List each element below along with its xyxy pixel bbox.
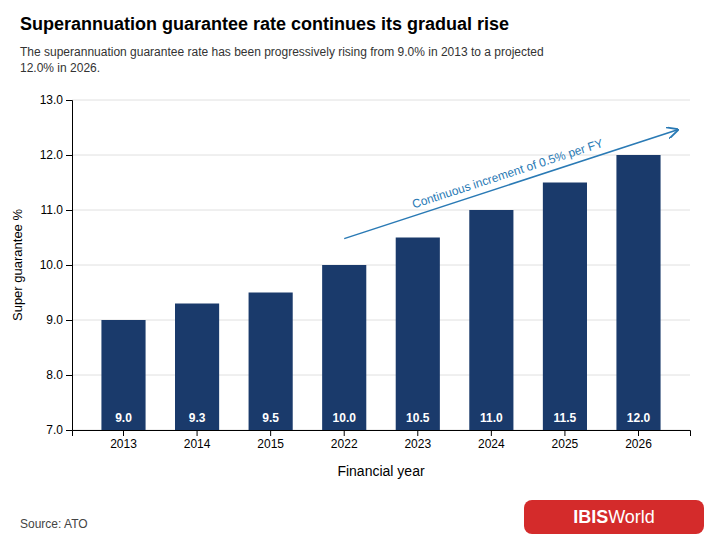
data-label: 11.5	[554, 411, 577, 425]
y-tick: 13.0	[40, 93, 72, 107]
x-tick-label: 2022	[331, 437, 358, 451]
y-tick: 8.0	[46, 368, 72, 382]
subtitle: The superannuation guarantee rate has be…	[20, 45, 544, 75]
x-tick: 2022	[331, 430, 358, 451]
x-tick-label: 2015	[257, 437, 284, 451]
x-axis-title: Financial year	[337, 463, 424, 479]
x-tick: 2015	[257, 430, 284, 451]
y-tick-mark	[66, 375, 72, 376]
y-tick-label: 9.0	[46, 313, 63, 327]
y-tick-label: 13.0	[40, 93, 64, 107]
title: Superannuation guarantee rate continues …	[20, 14, 509, 34]
logo: IBISWorld	[524, 500, 704, 534]
y-tick: 12.0	[40, 148, 72, 162]
data-label: 9.0	[115, 411, 132, 425]
logo-part: IBIS	[573, 507, 608, 527]
y-tick-mark	[66, 100, 72, 101]
bar	[249, 293, 293, 431]
grid	[72, 100, 690, 430]
y-tick: 9.0	[46, 313, 72, 327]
y-axis-title: Super guarantee %	[10, 209, 25, 321]
y-tick-label: 12.0	[40, 148, 64, 162]
bar	[396, 238, 440, 431]
x-tick: 2024	[478, 430, 505, 451]
x-tick-label: 2023	[404, 437, 431, 451]
x-tick-mark	[417, 430, 418, 436]
y-tick-mark	[66, 210, 72, 211]
y-axis-line	[66, 101, 73, 431]
y-tick-label: 10.0	[40, 258, 64, 272]
x-tick-mark	[491, 430, 492, 436]
bar	[175, 304, 219, 431]
y-tick-mark	[66, 320, 72, 321]
x-tick-mark	[197, 430, 198, 436]
bar	[543, 183, 587, 431]
y-tick-mark	[66, 430, 72, 431]
subtitle-line: 12.0% in 2026.	[20, 61, 100, 75]
y-tick-mark	[66, 155, 72, 156]
x-tick-label: 2026	[625, 437, 652, 451]
x-tick-mark	[344, 430, 345, 436]
y-tick-label: 11.0	[41, 203, 64, 217]
grid-line	[72, 375, 690, 376]
grid-line	[72, 100, 690, 101]
x-tick: 2026	[625, 430, 652, 451]
data-label: 10.0	[333, 411, 357, 425]
logo-part: World	[608, 507, 655, 527]
annotation-text: Continuous increment of 0.5% per FY	[410, 136, 605, 211]
x-tick-mark	[270, 430, 271, 436]
y-tick: 10.0	[40, 258, 72, 272]
bar	[322, 265, 366, 430]
x-tick: 2013	[110, 430, 137, 451]
annotation: Continuous increment of 0.5% per FY	[344, 130, 677, 239]
chart-svg: Superannuation guarantee rate continues …	[0, 0, 720, 542]
marks	[101, 155, 660, 430]
x-axis-line	[73, 431, 691, 437]
y-axis: 7.0 8.0 9.0 10.0 11.0 12.0 13.0	[40, 93, 73, 437]
grid-line	[72, 210, 690, 211]
x-tick-mark	[564, 430, 565, 436]
y-tick-label: 8.0	[46, 368, 63, 382]
y-tick: 11.0	[41, 203, 72, 217]
data-labels: 9.0 9.3 9.5 10.0 10.5 11.0 11.5 12.0	[115, 411, 650, 425]
x-tick: 2014	[184, 430, 211, 451]
x-tick: 2023	[404, 430, 431, 451]
source: Source: ATO	[20, 517, 88, 531]
x-tick-label: 2024	[478, 437, 505, 451]
y-tick-mark	[66, 265, 72, 266]
x-tick: 2025	[552, 430, 579, 451]
bar	[101, 320, 145, 430]
x-tick-mark	[638, 430, 639, 436]
x-axis: 2013 2014 2015 2022 2023 2024 2025 2026	[73, 430, 691, 451]
x-tick-label: 2013	[110, 437, 137, 451]
grid-line	[72, 265, 690, 266]
bar	[469, 210, 513, 430]
data-label: 9.5	[262, 411, 279, 425]
x-tick-label: 2014	[184, 437, 211, 451]
x-tick-mark	[123, 430, 124, 436]
x-tick-label: 2025	[552, 437, 579, 451]
subtitle-line: The superannuation guarantee rate has be…	[20, 45, 544, 59]
y-tick: 7.0	[46, 423, 72, 437]
logo-text: IBISWorld	[573, 507, 655, 527]
annotation-arrow	[344, 130, 677, 239]
plot-area: 7.0 8.0 9.0 10.0 11.0 12.0 13.0 2013 2014 2015 202…	[40, 93, 691, 450]
y-tick-label: 7.0	[46, 423, 63, 437]
logo-box	[524, 500, 704, 534]
bar	[616, 155, 660, 430]
data-label: 11.0	[480, 411, 503, 425]
data-label: 10.5	[406, 411, 430, 425]
data-label: 12.0	[627, 411, 651, 425]
data-label: 9.3	[189, 411, 206, 425]
grid-line	[72, 320, 690, 321]
